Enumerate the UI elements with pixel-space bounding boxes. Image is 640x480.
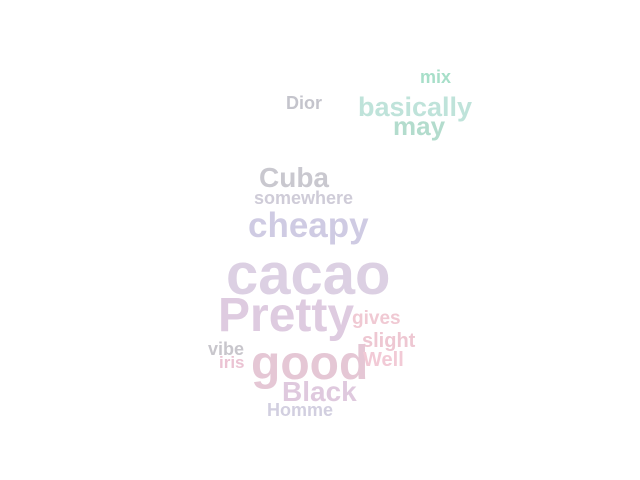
word-black: Black xyxy=(282,376,357,407)
word-homme: Homme xyxy=(267,400,334,420)
word-slight: slight xyxy=(362,330,416,352)
word-mix: mix xyxy=(420,67,452,87)
word-vibe: vibe xyxy=(208,339,245,359)
word-basically: basically xyxy=(358,92,473,122)
word-iris: iris xyxy=(219,353,245,372)
word-may: may xyxy=(393,111,446,141)
word-dior: Dior xyxy=(286,93,322,113)
word-cheapy: cheapy xyxy=(248,206,369,245)
word-well: Well xyxy=(363,349,404,371)
word-cacao: cacao xyxy=(226,242,391,307)
word-gives: gives xyxy=(352,308,401,329)
word-somewhere: somewhere xyxy=(254,188,354,208)
word-good: good xyxy=(251,337,369,390)
word-cuba: Cuba xyxy=(259,162,329,193)
word-pretty: Pretty xyxy=(218,289,355,342)
